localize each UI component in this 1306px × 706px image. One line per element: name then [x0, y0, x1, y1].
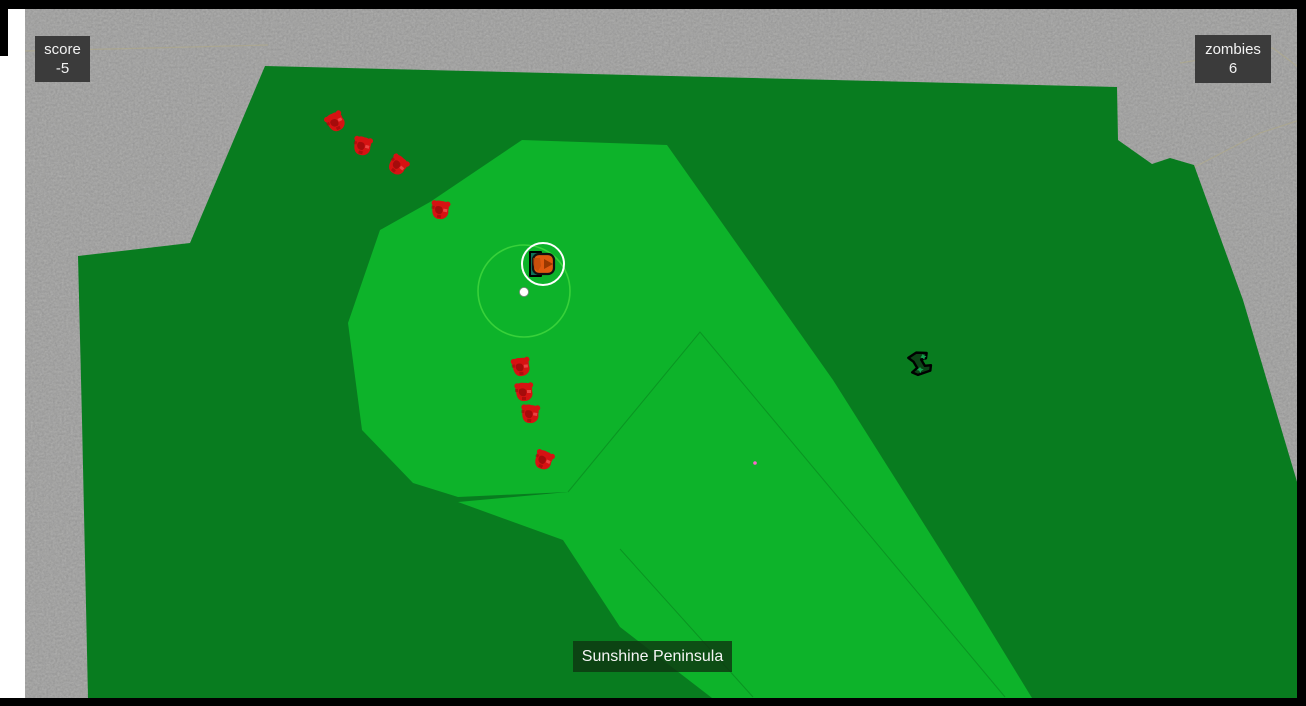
- score-label: score: [44, 41, 81, 58]
- land-seams: [567, 331, 1006, 698]
- region-name-label: Sunshine Peninsula: [573, 641, 732, 672]
- range-ring: [477, 244, 571, 338]
- zombies-box: zombies 6: [1195, 35, 1271, 83]
- score-box: score -5: [35, 36, 90, 82]
- score-value: -5: [55, 60, 70, 77]
- land-bright-polygon[interactable]: [348, 140, 1032, 698]
- zombies-value: 6: [1228, 60, 1238, 77]
- bullet-particle: [753, 461, 757, 465]
- zombies-label: zombies: [1205, 41, 1261, 58]
- waypoint-dot[interactable]: [519, 287, 529, 297]
- frame-border-left: [0, 0, 8, 56]
- player-selection-ring: [521, 242, 565, 286]
- frame-border-right: [1297, 0, 1306, 706]
- player-sprite[interactable]: [528, 250, 556, 278]
- frame-border-top: [0, 0, 1306, 9]
- frame-border-bottom: [0, 698, 1306, 706]
